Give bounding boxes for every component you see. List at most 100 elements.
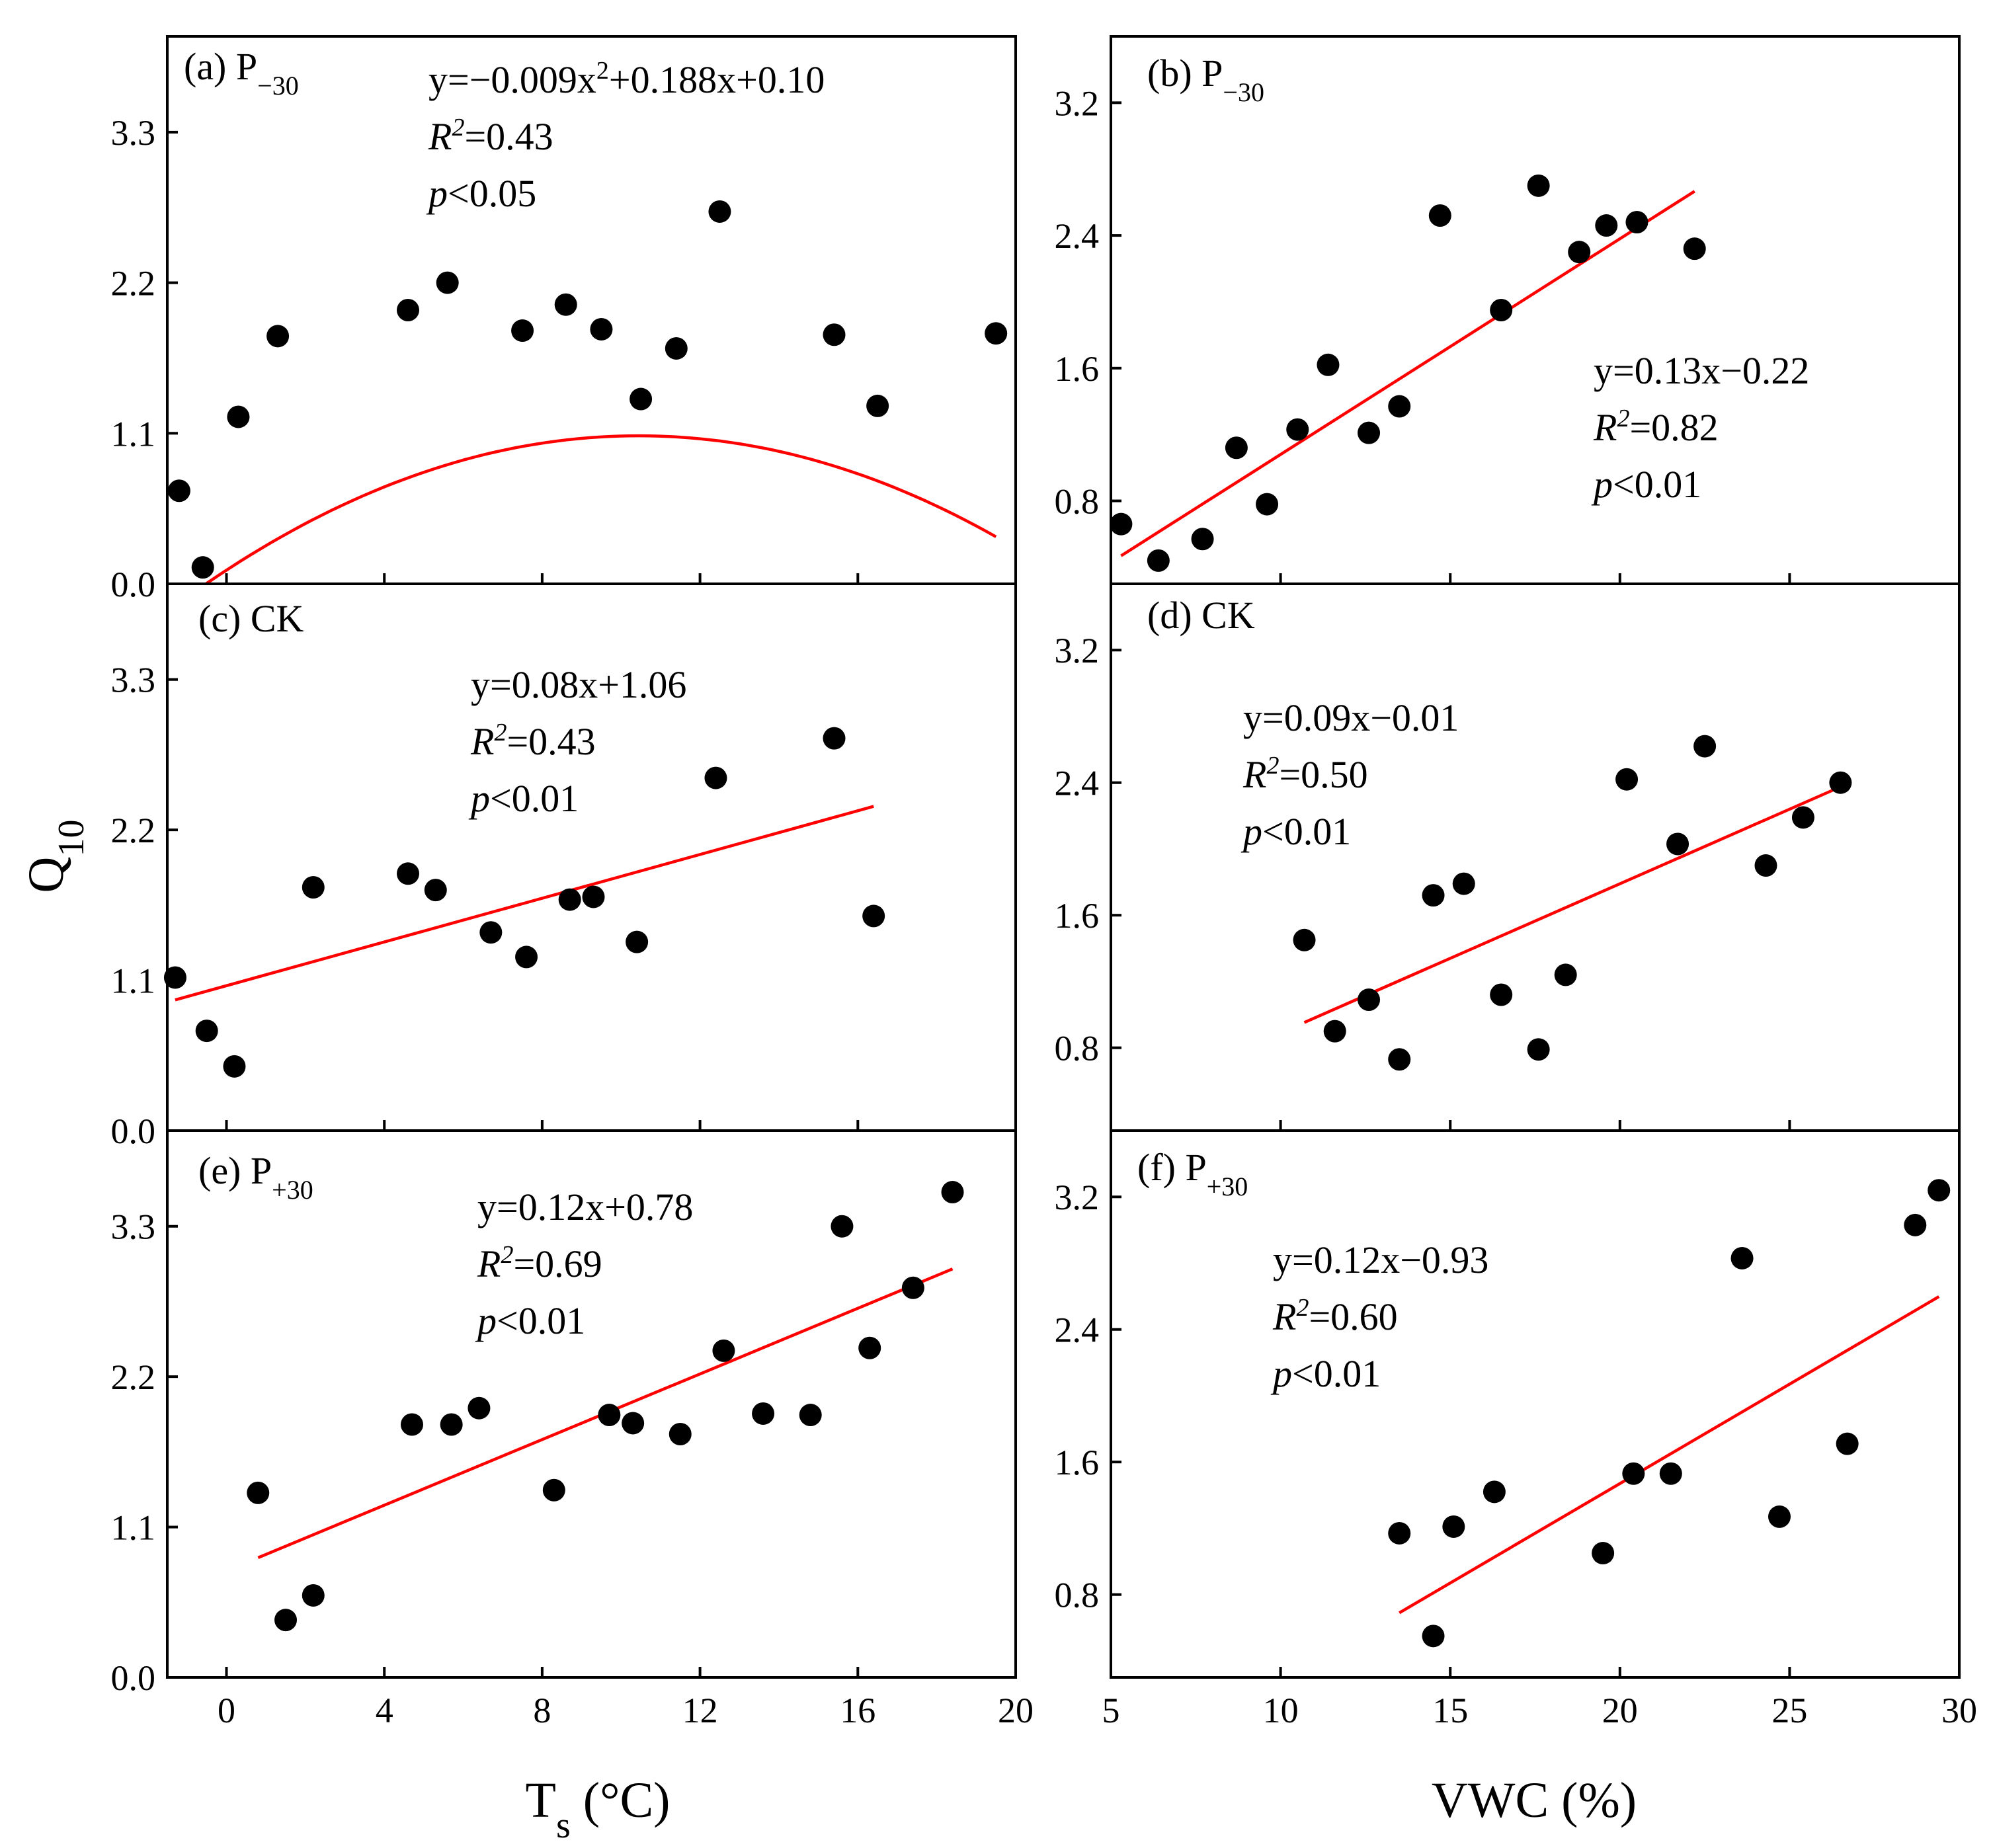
data-point-e-4 <box>440 1413 463 1436</box>
data-point-a-12 <box>823 323 846 346</box>
panel-d: 0.8 1.6 2.4 3.2 (d) CK y=0.09x−0.01 R2=0.50 p<0… <box>1055 583 1961 1132</box>
panel-label-f: (f) P+30 <box>1137 1146 1248 1201</box>
data-point-f-2 <box>1442 1515 1465 1538</box>
fit-line-f <box>1399 1295 1940 1615</box>
panel-treatment-a: P <box>236 45 257 88</box>
panel-treatment-sub-f: +30 <box>1207 1172 1248 1201</box>
panel-label-c: (c) CK <box>198 597 304 640</box>
y-tick-label-b-0: 0.8 <box>1055 482 1100 522</box>
panel-label-b: (b) P−30 <box>1147 52 1264 107</box>
panel-e: 0.0 1.1 2.2 3.3 0 4 8 12 16 20 (e) P+30 y=0.12x+0.7… <box>111 1129 1034 1730</box>
data-point-b-15 <box>1683 237 1706 261</box>
x-tick-label-f-2: 15 <box>1432 1691 1468 1730</box>
x-tick-label-e-5: 20 <box>998 1691 1034 1730</box>
data-point-e-16 <box>941 1181 964 1204</box>
equation-line-d-1: R2=0.50 <box>1242 752 1368 796</box>
plot-frame-e <box>166 1129 1017 1679</box>
data-point-a-10 <box>665 337 688 360</box>
y-tick-label-e-0: 0.0 <box>111 1658 156 1698</box>
equation-line-c-0: y=0.08x+1.06 <box>471 663 686 706</box>
x-axis-title-left-unit: (°C) <box>571 1773 671 1828</box>
data-point-c-2 <box>223 1055 246 1078</box>
y-tick-label-a-1: 1.1 <box>111 414 156 454</box>
data-point-a-11 <box>708 200 731 223</box>
panels: 0.01.12.23.3(a) P−30 y=−0.009x2+0.188x+0.… <box>111 35 1977 1730</box>
data-point-a-2 <box>227 405 250 428</box>
data-point-e-6 <box>542 1478 565 1502</box>
panel-letter-a: (a) <box>184 45 236 88</box>
equation-line-d-2: p<0.01 <box>1241 810 1351 853</box>
data-point-d-5 <box>1452 872 1475 895</box>
data-point-a-13 <box>866 394 889 417</box>
panel-letter-b: (b) <box>1147 52 1201 95</box>
data-point-b-12 <box>1568 241 1591 264</box>
fit-line-a <box>203 434 997 584</box>
panel-c: 0.0 1.1 2.2 3.3 (c) CK y=0.08x+1.06 R2=0.43 p<0… <box>111 583 1017 1151</box>
data-point-f-11 <box>1928 1179 1951 1202</box>
y-tick-label-d-0: 0.8 <box>1055 1029 1100 1068</box>
data-point-a-4 <box>397 299 420 321</box>
plot-frame-a <box>166 35 1017 585</box>
data-point-f-8 <box>1768 1505 1791 1528</box>
y-tick-label-e-1: 1.1 <box>111 1508 156 1548</box>
x-tick-label-f-0: 5 <box>1102 1691 1120 1730</box>
data-point-c-5 <box>424 879 447 902</box>
data-point-d-4 <box>1422 884 1445 907</box>
data-point-d-1 <box>1323 1020 1346 1043</box>
data-point-b-8 <box>1388 395 1411 418</box>
data-point-e-13 <box>831 1215 854 1238</box>
y-tick-label-a-3: 3.3 <box>111 113 156 153</box>
data-point-b-11 <box>1527 174 1550 197</box>
panel-letter-c: (c) <box>198 597 251 640</box>
data-point-c-3 <box>302 875 325 899</box>
y-tick-label-c-2: 2.2 <box>111 811 156 850</box>
data-point-a-9 <box>630 387 653 411</box>
y-tick-label-f-3: 3.2 <box>1055 1178 1100 1217</box>
data-point-e-7 <box>598 1404 621 1427</box>
data-point-c-6 <box>479 921 503 944</box>
data-point-c-11 <box>704 766 727 789</box>
equation-line-e-1: R2=0.69 <box>477 1241 602 1285</box>
data-point-d-2 <box>1358 988 1381 1012</box>
data-point-c-9 <box>582 885 605 908</box>
data-point-d-14 <box>1829 771 1852 794</box>
panel-letter-d: (d) <box>1147 594 1201 637</box>
data-point-e-3 <box>400 1413 423 1436</box>
data-point-e-11 <box>752 1402 775 1425</box>
equation-line-c-1: R2=0.43 <box>470 719 596 763</box>
data-point-b-7 <box>1358 421 1381 444</box>
data-point-e-5 <box>468 1396 491 1420</box>
panel-letter-f: (f) <box>1137 1146 1185 1189</box>
data-point-d-10 <box>1666 832 1689 856</box>
panel-label-a: (a) P−30 <box>184 45 299 100</box>
y-tick-label-c-1: 1.1 <box>111 961 156 1001</box>
equation-line-b-1: R2=0.82 <box>1593 405 1719 449</box>
data-point-e-10 <box>712 1339 735 1362</box>
data-point-c-13 <box>862 904 885 928</box>
equation-line-d-0: y=0.09x−0.01 <box>1243 696 1459 739</box>
fit-line-c <box>175 805 874 1002</box>
data-point-c-1 <box>195 1020 218 1043</box>
data-point-a-5 <box>436 271 459 294</box>
data-point-e-14 <box>858 1336 881 1359</box>
y-tick-label-a-2: 2.2 <box>111 264 156 303</box>
x-axis-title-right: VWC (%) <box>1432 1773 1637 1828</box>
data-point-a-0 <box>167 479 190 502</box>
plot-frame-b <box>1110 35 1961 585</box>
equation-line-a-0: y=−0.009x2+0.188x+0.10 <box>428 57 825 101</box>
data-point-f-9 <box>1836 1432 1859 1455</box>
data-point-e-1 <box>274 1609 298 1632</box>
y-axis-title-main: Q <box>19 857 74 893</box>
data-point-b-3 <box>1225 436 1248 460</box>
x-tick-label-e-3: 12 <box>682 1691 718 1730</box>
panel-treatment-sub-b: −30 <box>1223 77 1264 107</box>
x-axis-title-left: Ts (°C) <box>526 1773 671 1846</box>
plot-frame-f <box>1110 1129 1961 1679</box>
data-point-f-5 <box>1622 1462 1645 1485</box>
y-tick-label-f-2: 2.4 <box>1055 1310 1100 1350</box>
equation-line-b-2: p<0.01 <box>1591 463 1701 506</box>
data-point-e-9 <box>669 1422 692 1445</box>
x-tick-label-f-1: 10 <box>1263 1691 1299 1730</box>
fit-line-d <box>1303 785 1842 1024</box>
x-tick-label-e-0: 0 <box>218 1691 235 1730</box>
